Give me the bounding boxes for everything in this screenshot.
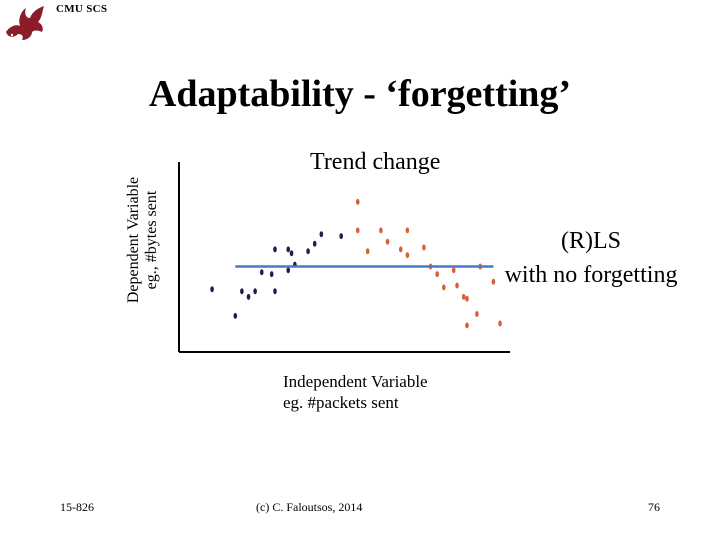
data-point [365,248,370,255]
data-point [498,320,502,327]
y-axis-label-line2: eg., #bytes sent [143,190,160,290]
data-point [491,278,496,285]
data-point [385,238,390,245]
x-axis-label: Independent Variable eg. #packets sent [283,371,428,413]
org-label: CMU SCS [56,3,108,15]
data-point [455,282,459,289]
rls-annotation-line2: with no forgetting [504,262,678,288]
data-point [422,244,426,251]
data-point [253,288,257,295]
data-point [405,227,410,234]
data-point [435,271,439,278]
data-point [398,246,403,253]
slide-title: Adaptability - ‘forgetting’ [148,73,572,115]
data-point [289,250,294,257]
data-point [246,293,251,300]
y-axis-label-line1: Dependent Variable [125,176,142,304]
data-point [273,288,277,295]
data-point [273,246,277,253]
data-point [355,227,360,234]
data-point [475,311,479,317]
data-point [355,198,360,205]
data-point [339,233,343,240]
data-point [286,267,291,274]
x-axis-label-line1: Independent Variable [283,372,428,391]
data-point [379,227,383,234]
data-point [312,240,317,247]
data-point [465,295,469,302]
data-point [240,288,244,295]
footer-copyright: (c) C. Faloutsos, 2014 [256,500,363,514]
data-point [442,284,446,291]
data-point [465,322,469,329]
data-point [319,231,324,238]
data-point [269,271,274,278]
y-axis-label: Dependent Variable eg., #bytes sent [125,140,165,340]
data-point [461,293,466,300]
data-point [286,246,291,253]
trend-change-annotation: Trend change [310,149,441,175]
dragon-logo-icon [2,2,48,44]
data-point [405,252,410,259]
data-point [451,267,456,274]
rls-annotation-line1: (R)LS [561,228,621,254]
footer-course: 15-826 [60,500,94,514]
footer-page-number: 76 [648,500,660,514]
rls-annotation: (R)LS with no forgetting [486,224,696,292]
data-point [210,286,214,293]
data-point [259,269,264,276]
x-axis-label-line2: eg. #packets sent [283,393,399,412]
data-point [306,248,310,255]
data-point [233,312,238,319]
